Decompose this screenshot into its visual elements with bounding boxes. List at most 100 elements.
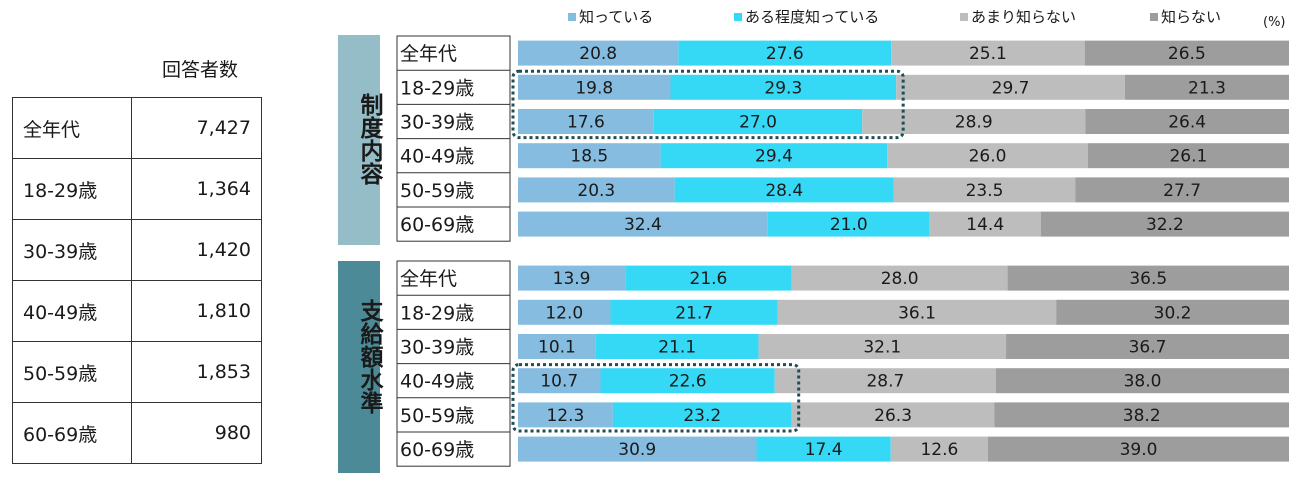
- data-label: 26.5: [1168, 44, 1206, 64]
- legend-swatch: [1150, 13, 1158, 21]
- data-label: 21.7: [675, 303, 713, 323]
- category-label: 全年代: [400, 43, 457, 65]
- highlight-box: [511, 69, 905, 140]
- data-label: 27.7: [1163, 181, 1201, 201]
- bar-segment: [625, 265, 792, 291]
- bar-segment: [1075, 177, 1289, 203]
- bar-segment: [518, 211, 768, 237]
- bar-segment: [600, 368, 775, 394]
- data-label: 10.7: [540, 372, 578, 392]
- respondent-row: 18-29歳 1,364: [12, 158, 262, 220]
- respondent-count: 7,427: [131, 97, 262, 159]
- respondent-age: 全年代: [12, 97, 132, 159]
- data-label: 17.6: [567, 113, 605, 133]
- data-label: 19.8: [575, 78, 613, 98]
- bar-segment: [660, 143, 888, 169]
- legend-swatch: [568, 13, 576, 21]
- bar-segment: [767, 211, 930, 237]
- data-label: 25.1: [969, 44, 1007, 64]
- respondent-count: 1,853: [131, 341, 262, 403]
- category-label: 60-69歳: [400, 439, 474, 461]
- respondent-age: 30-39歳: [12, 219, 132, 281]
- legend-label: ある程度知っている: [745, 8, 880, 26]
- data-label: 20.8: [579, 44, 617, 64]
- bar-segment: [994, 402, 1289, 428]
- legend-item: あまり知らない: [960, 6, 1076, 27]
- bar-segment: [1006, 334, 1289, 359]
- bar-segment: [890, 436, 989, 462]
- data-label: 14.4: [966, 215, 1004, 235]
- bar-segment: [756, 436, 891, 462]
- data-label: 23.5: [966, 181, 1004, 201]
- bar-segment: [1087, 143, 1289, 169]
- category-label: 40-49歳: [400, 146, 474, 168]
- respondent-count: 1,420: [131, 219, 262, 281]
- bar-segment: [518, 299, 611, 325]
- data-label: 28.4: [765, 181, 803, 201]
- bar-segment: [1056, 299, 1289, 325]
- bar-segment: [518, 436, 757, 462]
- data-label: 21.1: [658, 338, 696, 358]
- bar-segment: [988, 436, 1289, 462]
- category-label: 18-29歳: [400, 77, 474, 99]
- bar-segment: [518, 402, 613, 428]
- category-label: 50-59歳: [400, 180, 474, 202]
- data-label: 38.2: [1123, 406, 1161, 426]
- bar-segment: [612, 402, 792, 428]
- data-label: 32.1: [863, 338, 901, 358]
- bar-segment: [1124, 74, 1289, 100]
- data-label: 39.0: [1120, 440, 1158, 460]
- bar-segment: [518, 109, 654, 134]
- data-label: 18.5: [570, 147, 608, 167]
- respondents-header: 回答者数: [161, 59, 238, 81]
- data-label: 30.2: [1154, 303, 1192, 323]
- bar-segment: [595, 334, 759, 359]
- data-label: 21.0: [830, 215, 868, 235]
- bar-segment: [1040, 211, 1289, 237]
- bar-segment: [1007, 265, 1289, 291]
- respondent-age: 40-49歳: [12, 280, 132, 342]
- data-label: 26.0: [969, 147, 1007, 167]
- bar-segment: [670, 74, 897, 100]
- respondent-row: 30-39歳 1,420: [12, 219, 262, 281]
- data-label: 29.3: [764, 78, 802, 98]
- bar-segment: [896, 74, 1125, 100]
- legend-label: 知らない: [1161, 8, 1222, 26]
- bar-segment: [791, 402, 995, 428]
- data-label: 36.5: [1129, 269, 1167, 289]
- highlight-box: [511, 363, 801, 433]
- data-label: 32.4: [624, 215, 662, 235]
- data-label: 12.3: [546, 406, 584, 426]
- bar-segment: [674, 177, 894, 203]
- bar-segment: [1085, 109, 1289, 134]
- data-label: 12.6: [920, 440, 958, 460]
- legend-item: ある程度知っている: [734, 6, 879, 27]
- legend-item: 知っている: [568, 6, 653, 27]
- data-label: 21.6: [690, 269, 728, 289]
- bar-segment: [774, 368, 997, 394]
- bar-segment: [518, 143, 661, 169]
- bar-segment: [653, 109, 863, 134]
- respondent-count: 1,364: [131, 158, 262, 220]
- data-label: 27.6: [766, 44, 804, 64]
- bar-segment: [758, 334, 1007, 359]
- respondent-age: 60-69歳: [12, 402, 132, 464]
- data-label: 21.3: [1188, 78, 1226, 98]
- bar-segment: [891, 40, 1085, 66]
- data-label: 23.2: [683, 406, 721, 426]
- respondent-row: 40-49歳 1,810: [12, 280, 262, 342]
- bar-segment: [887, 143, 1088, 169]
- respondents-table: 全年代 7,427 18-29歳 1,364 30-39歳 1,420 40-49歳 1,81…: [12, 97, 262, 464]
- data-label: 29.7: [992, 78, 1030, 98]
- bar-segment: [678, 40, 892, 66]
- legend-item: 知らない: [1150, 6, 1221, 27]
- bar-segment: [518, 368, 601, 394]
- bar-segment: [518, 177, 675, 203]
- bar-segment: [777, 299, 1057, 325]
- data-label: 28.9: [955, 113, 993, 133]
- section-band-payment-level: 支給額水準: [338, 261, 382, 473]
- legend-label: 知っている: [579, 8, 654, 26]
- respondent-row: 全年代 7,427: [12, 97, 262, 159]
- bar-segment: [893, 177, 1076, 203]
